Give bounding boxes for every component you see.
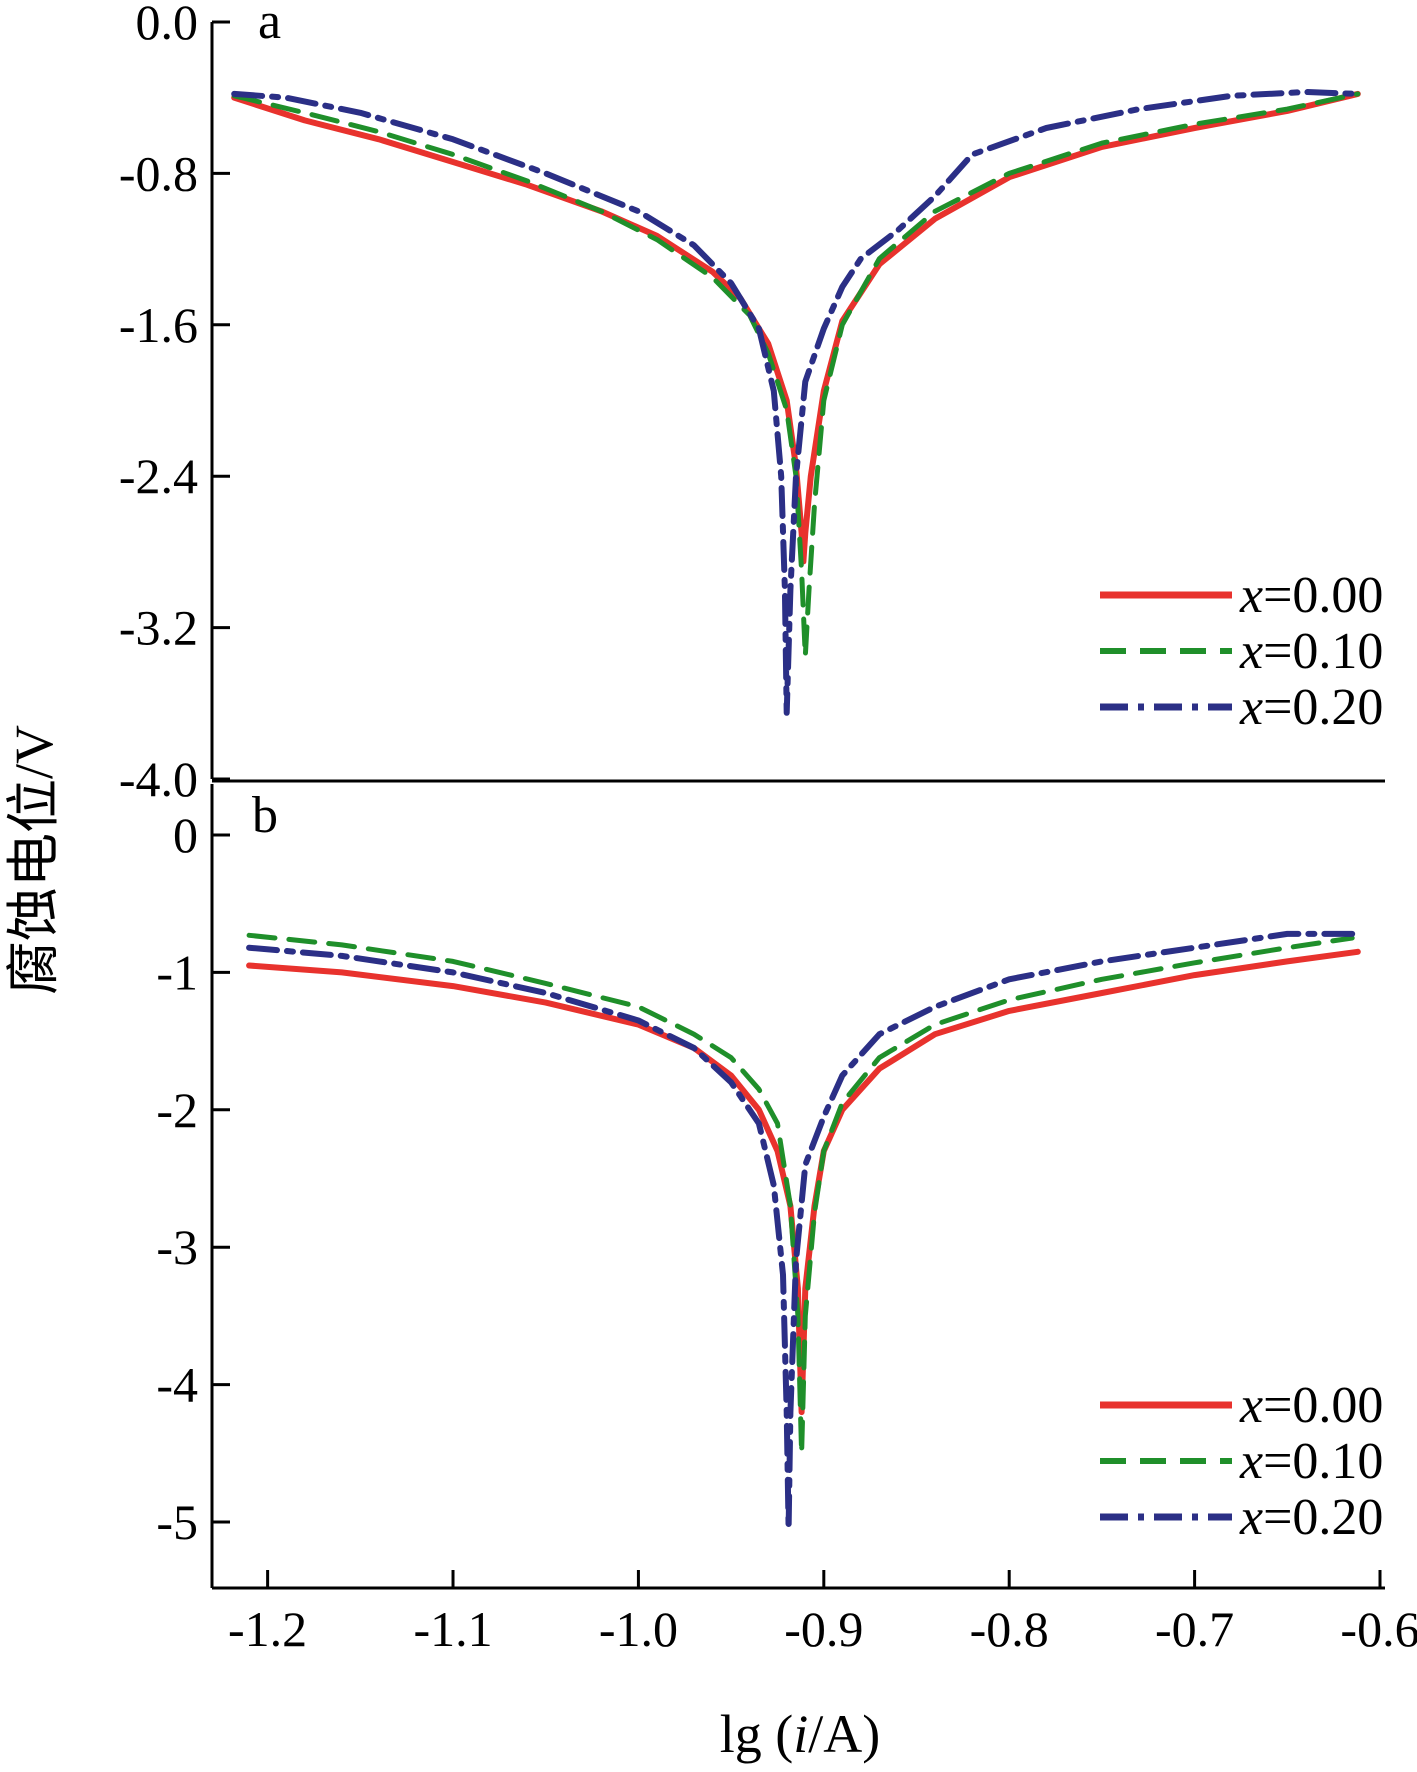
series-line-a-0 bbox=[231, 90, 1361, 565]
legend-label-a-0: x=0.00 bbox=[1239, 567, 1383, 624]
legend-label-a-1: x=0.10 bbox=[1239, 623, 1383, 680]
legend-label-b-0: x=0.00 bbox=[1239, 1377, 1383, 1434]
series-line-b-0 bbox=[246, 948, 1361, 1416]
y-tick-label-b: -1 bbox=[156, 944, 198, 1000]
legend-a: x=0.00x=0.10x=0.20 bbox=[1100, 567, 1383, 736]
y-tick-label-a: -0.8 bbox=[119, 145, 198, 201]
legend-label-a-2: x=0.20 bbox=[1239, 679, 1383, 736]
panel-label-a: a bbox=[258, 0, 281, 50]
series-line-b-1 bbox=[246, 932, 1355, 1456]
legend-label-b-1: x=0.10 bbox=[1239, 1433, 1383, 1490]
x-tick-label: -1.1 bbox=[413, 1601, 492, 1657]
y-axis-title: 腐蚀电位/V bbox=[4, 725, 64, 995]
series-line-a-1 bbox=[231, 91, 1361, 659]
series-line-b-2 bbox=[246, 930, 1356, 1532]
y-tick-label-a: -2.4 bbox=[119, 448, 198, 504]
y-tick-label-a: -3.2 bbox=[119, 600, 198, 656]
x-tick-label: -0.6 bbox=[1340, 1601, 1417, 1657]
y-tick-label-b: -3 bbox=[156, 1219, 198, 1275]
y-tick-label-b: -2 bbox=[156, 1082, 198, 1138]
panel-b: 0 -1 -2 -3 -4 -5 b x=0.00x=0.10x=0.20 bbox=[156, 784, 1383, 1588]
y-tick-label-b: -4 bbox=[156, 1357, 198, 1413]
series-line-a-2 bbox=[231, 89, 1361, 716]
x-axis: -1.2 -1.1 -1.0 -0.9 -0.8 -0.7 -0.6 bbox=[212, 1570, 1417, 1657]
x-tick-label: -0.7 bbox=[1155, 1601, 1234, 1657]
y-tick-label-b: 0 bbox=[173, 807, 198, 863]
panel-a: 0.0 -0.8 -1.6 -2.4 -3.2 -4.0 a x=0.00x=0.10x=0.… bbox=[119, 0, 1385, 807]
legend-label-b-2: x=0.20 bbox=[1239, 1489, 1383, 1546]
x-tick-label: -0.8 bbox=[970, 1601, 1049, 1657]
x-tick-label: -1.0 bbox=[599, 1601, 678, 1657]
y-tick-label-a: -1.6 bbox=[119, 297, 198, 353]
y-tick-label-b: -5 bbox=[156, 1494, 198, 1550]
y-tick-label-a: -4.0 bbox=[119, 751, 198, 807]
panel-label-b: b bbox=[252, 787, 278, 844]
x-tick-label: -1.2 bbox=[228, 1601, 307, 1657]
legend-b: x=0.00x=0.10x=0.20 bbox=[1100, 1377, 1383, 1546]
y-tick-label-a: 0.0 bbox=[136, 0, 199, 50]
x-axis-title: lg (i/A) bbox=[720, 1704, 881, 1764]
x-tick-label: -0.9 bbox=[784, 1601, 863, 1657]
